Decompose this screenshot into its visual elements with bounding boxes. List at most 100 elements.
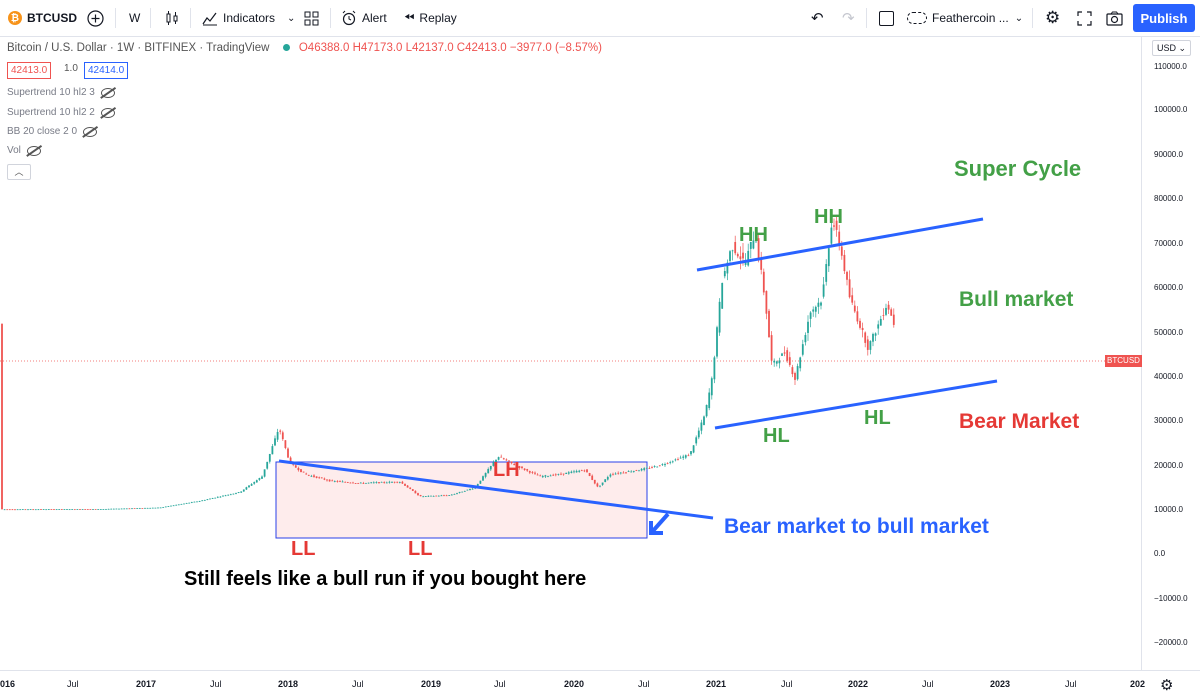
candle-body — [258, 478, 261, 480]
candle-body — [479, 480, 482, 484]
candle-body — [118, 508, 120, 510]
candle-body — [601, 482, 604, 485]
candle-body — [328, 479, 331, 482]
candle-body — [281, 432, 284, 440]
redo-button[interactable]: ↷ — [842, 0, 855, 36]
buy-price-box[interactable]: 42414.0 — [84, 62, 129, 79]
currency-selector[interactable]: USD ⌄ — [1152, 40, 1192, 56]
indicator-volume[interactable]: Vol — [7, 145, 41, 156]
higher-high-label: HH — [739, 224, 768, 246]
candle-body — [393, 481, 396, 483]
sell-price-box[interactable]: 42413.0 — [7, 62, 52, 79]
candle-body — [619, 472, 622, 474]
candle-body — [567, 472, 570, 474]
candle-body — [346, 482, 349, 483]
chart-type-button[interactable] — [164, 0, 180, 36]
indicator-supertrend-1[interactable]: Supertrend 10 hl2 3 — [7, 87, 115, 98]
candle-body — [313, 475, 315, 477]
higher-low-label: HL — [763, 425, 790, 447]
eye-hidden-icon[interactable] — [100, 107, 115, 118]
candle-body — [175, 504, 178, 506]
candle-body — [487, 469, 490, 474]
chevron-down-icon: ⌄ — [1014, 12, 1024, 24]
undo-button[interactable]: ↶ — [811, 0, 824, 36]
candle-body — [53, 509, 55, 511]
time-tick-label: Jul — [67, 679, 79, 689]
candle-body — [227, 494, 230, 496]
candle-body — [318, 477, 321, 479]
candle-body — [528, 471, 531, 473]
candle-body — [580, 470, 583, 472]
settings-button[interactable]: ⚙ — [1045, 0, 1060, 36]
eye-hidden-icon[interactable] — [26, 145, 41, 156]
candle-body — [588, 472, 591, 476]
candle-body — [149, 507, 152, 509]
candle-body — [593, 479, 596, 484]
collapse-legend-button[interactable]: ︿ — [7, 164, 31, 180]
interval-button[interactable]: W — [129, 0, 140, 36]
candle-body — [560, 473, 562, 475]
time-tick-label: Jul — [1065, 679, 1077, 689]
candle-body — [606, 477, 609, 480]
indicators-button[interactable]: Indicators ⌄ — [202, 0, 295, 36]
candle-body — [770, 335, 773, 361]
replay-label: Replay — [419, 11, 457, 25]
candle-body — [294, 465, 297, 468]
eye-hidden-icon[interactable] — [83, 126, 98, 137]
candle-body — [154, 507, 157, 509]
candle-body — [248, 485, 250, 488]
candle-body — [562, 473, 565, 475]
snapshot-button[interactable] — [1106, 0, 1123, 36]
candle-body — [32, 509, 35, 511]
candle-body — [404, 483, 406, 486]
fullscreen-button[interactable] — [1077, 0, 1092, 36]
time-tick-label: 2018 — [278, 679, 299, 689]
candle-body — [297, 468, 300, 471]
candle-body — [749, 241, 752, 249]
symbol-title[interactable]: Bitcoin / U.S. Dollar · 1W · BITFINEX · … — [7, 42, 270, 54]
axis-settings-button[interactable]: ⚙ — [1160, 676, 1173, 694]
candle-body — [164, 506, 167, 508]
candle-body — [812, 309, 815, 312]
candle-body — [739, 256, 742, 260]
layout-menu-button[interactable]: Feathercoin ... ⌄ — [907, 0, 1023, 36]
candle-body — [627, 471, 630, 473]
candle-body — [463, 491, 466, 492]
time-axis[interactable]: 016 Jul 2017 Jul 2018 Jul 2019 Jul 2020 Jul 2021 Ju… — [0, 670, 1200, 698]
alert-button[interactable]: Alert — [341, 0, 387, 36]
candle-body — [835, 220, 838, 230]
candle-body — [27, 509, 29, 511]
candle-body — [489, 465, 492, 470]
fullscreen-layout-button[interactable] — [879, 0, 894, 36]
compare-symbol-button[interactable] — [87, 0, 104, 36]
toolbar-divider — [150, 8, 151, 28]
publish-button[interactable]: Publish — [1133, 4, 1195, 32]
candle-body — [861, 327, 864, 331]
templates-button[interactable] — [304, 0, 319, 36]
candle-body — [157, 507, 159, 509]
price-axis[interactable]: 110000.0 100000.0 90000.0 80000.0 70000.0 600… — [1141, 36, 1200, 670]
candle-body — [682, 456, 685, 458]
candle-body — [315, 476, 318, 478]
candle-body — [557, 473, 560, 475]
eye-hidden-icon[interactable] — [100, 87, 115, 98]
indicator-supertrend-2[interactable]: Supertrend 10 hl2 2 — [7, 107, 115, 118]
candle-body — [11, 509, 14, 511]
indicator-bollinger[interactable]: BB 20 close 2 0 — [7, 126, 98, 137]
time-tick-label: 2019 — [421, 679, 442, 689]
candle-body — [47, 509, 50, 510]
candle-body — [370, 482, 373, 484]
candle-body — [853, 305, 856, 312]
chart-legend: Bitcoin / U.S. Dollar · 1W · BITFINEX · … — [7, 42, 602, 54]
replay-button[interactable]: ⏪︎ Replay — [404, 0, 457, 36]
candlestick-icon — [166, 11, 178, 25]
candle-body — [289, 457, 292, 463]
time-tick-label: 2023 — [990, 679, 1011, 689]
candle-body — [162, 507, 165, 508]
price-chart[interactable] — [0, 36, 1141, 670]
candle-body — [1, 323, 3, 510]
candle-body — [890, 309, 893, 316]
candle-body — [63, 509, 66, 510]
candle-body — [406, 485, 409, 488]
symbol-search-button[interactable]: ₿ BTCUSD — [8, 0, 77, 36]
